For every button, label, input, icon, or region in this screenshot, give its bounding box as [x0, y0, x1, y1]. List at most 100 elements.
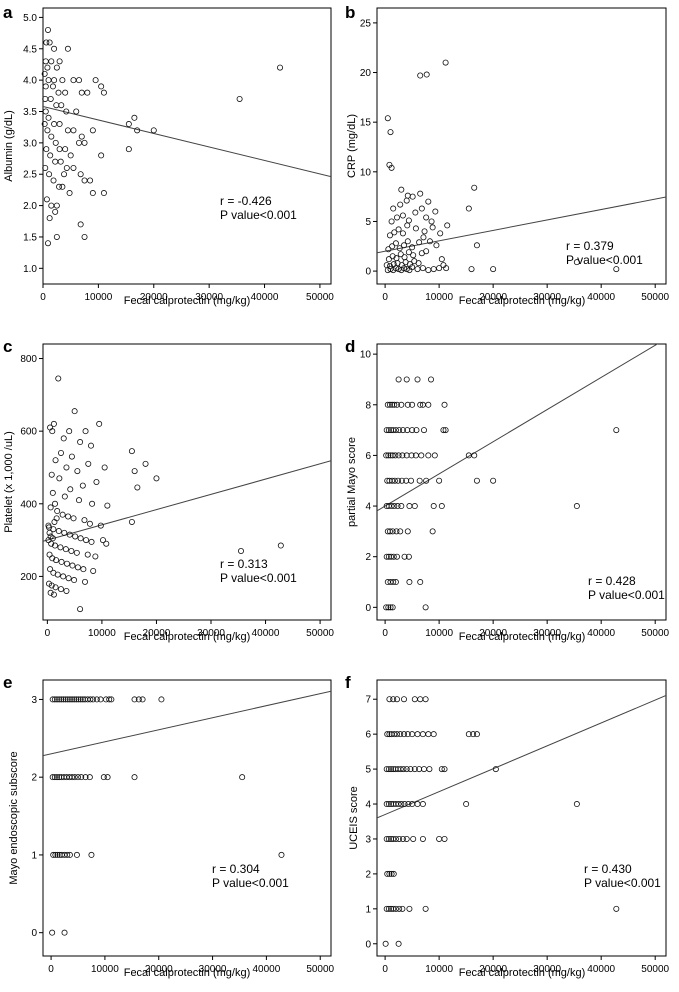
data-point-b: [471, 184, 478, 191]
x-tick-label-f: 30000: [533, 964, 561, 975]
data-point-c: [142, 460, 149, 467]
data-point-e: [51, 696, 58, 703]
data-point-b: [444, 222, 451, 229]
y-tick-label-a: 1.5: [23, 232, 37, 243]
data-point-a: [89, 127, 96, 134]
data-point-c: [62, 546, 69, 553]
data-point-d: [440, 427, 447, 434]
data-point-c: [89, 500, 96, 507]
data-point-d: [393, 528, 400, 535]
x-tick-label-b: 0: [382, 292, 388, 303]
data-point-c: [68, 548, 75, 555]
data-point-b: [391, 229, 398, 236]
data-point-c: [57, 544, 64, 551]
data-point-c: [66, 531, 73, 538]
data-point-d: [383, 604, 390, 611]
data-point-c: [47, 566, 54, 573]
data-point-b: [490, 266, 497, 273]
data-point-d: [388, 553, 395, 560]
data-point-d: [405, 553, 412, 560]
data-point-f: [397, 766, 404, 773]
data-point-c: [55, 528, 62, 535]
data-point-f: [393, 731, 400, 738]
data-point-d: [613, 427, 620, 434]
data-point-a: [73, 108, 80, 115]
data-point-a: [277, 64, 284, 71]
data-point-c: [73, 549, 80, 556]
y-tick-label-d: 0: [365, 603, 371, 614]
data-point-f: [396, 835, 403, 842]
data-point-d: [393, 401, 400, 408]
data-point-a: [61, 171, 68, 178]
data-point-b: [403, 266, 410, 273]
data-point-c: [48, 471, 55, 478]
data-point-f: [401, 801, 408, 808]
data-point-e: [239, 774, 246, 781]
data-point-c: [46, 551, 53, 558]
y-tick-label-c: 600: [20, 427, 37, 438]
data-point-c: [67, 486, 74, 493]
data-point-b: [398, 262, 405, 269]
data-point-d: [430, 503, 437, 510]
data-point-a: [100, 190, 107, 197]
data-point-a: [47, 152, 54, 159]
data-point-f: [441, 835, 448, 842]
data-point-b: [393, 255, 400, 262]
data-point-b: [442, 59, 449, 66]
plot-frame-f: [376, 679, 667, 957]
data-point-e: [69, 774, 76, 781]
x-tick-label-e: 50000: [306, 964, 334, 975]
x-tick-label-e: 10000: [91, 964, 119, 975]
data-point-c: [45, 522, 52, 529]
data-point-a: [49, 83, 56, 90]
x-tick-label-c: 50000: [306, 628, 334, 639]
data-point-d: [573, 503, 580, 510]
data-point-c: [48, 540, 55, 547]
data-point-d: [423, 477, 430, 484]
y-tick-label-a: 2.5: [23, 170, 37, 181]
data-point-e: [106, 696, 113, 703]
y-tick-label-c: 800: [20, 354, 37, 365]
data-point-d: [417, 401, 424, 408]
x-tick-label-c: 20000: [143, 628, 171, 639]
data-point-c: [69, 562, 76, 569]
data-point-e: [74, 774, 81, 781]
data-point-c: [65, 575, 72, 582]
data-point-b: [573, 259, 580, 266]
data-point-d: [398, 401, 405, 408]
data-point-b: [390, 261, 397, 268]
data-point-b: [423, 71, 430, 78]
x-tick-label-c: 30000: [197, 628, 225, 639]
data-point-a: [98, 152, 105, 159]
x-axis-title-e: Fecal calprotectin (mg/kg): [124, 967, 251, 979]
data-point-a: [46, 171, 53, 178]
panel-label-f: f: [345, 673, 351, 692]
data-point-b: [420, 234, 427, 241]
data-point-b: [430, 266, 437, 273]
data-point-e: [97, 696, 104, 703]
x-tick-label-f: 50000: [641, 964, 669, 975]
data-point-a: [53, 233, 60, 240]
y-tick-label-c: 400: [20, 499, 37, 510]
data-point-c: [103, 540, 110, 547]
data-point-f: [395, 940, 402, 947]
data-point-a: [52, 139, 59, 146]
data-point-f: [398, 801, 405, 808]
data-point-a: [64, 127, 71, 134]
data-point-a: [44, 240, 51, 247]
data-point-c: [49, 555, 56, 562]
data-point-f: [419, 835, 426, 842]
data-point-e: [49, 696, 56, 703]
data-point-b: [409, 264, 416, 271]
fit-line-f: [377, 695, 666, 819]
data-point-d: [391, 401, 398, 408]
data-point-f: [392, 905, 399, 912]
x-tick-label-b: 50000: [641, 292, 669, 303]
data-point-d: [383, 452, 390, 459]
data-point-c: [72, 533, 79, 540]
data-point-d: [393, 553, 400, 560]
data-point-e: [49, 774, 56, 781]
data-point-a: [44, 64, 51, 71]
data-point-f: [391, 731, 398, 738]
data-point-c: [77, 535, 84, 542]
